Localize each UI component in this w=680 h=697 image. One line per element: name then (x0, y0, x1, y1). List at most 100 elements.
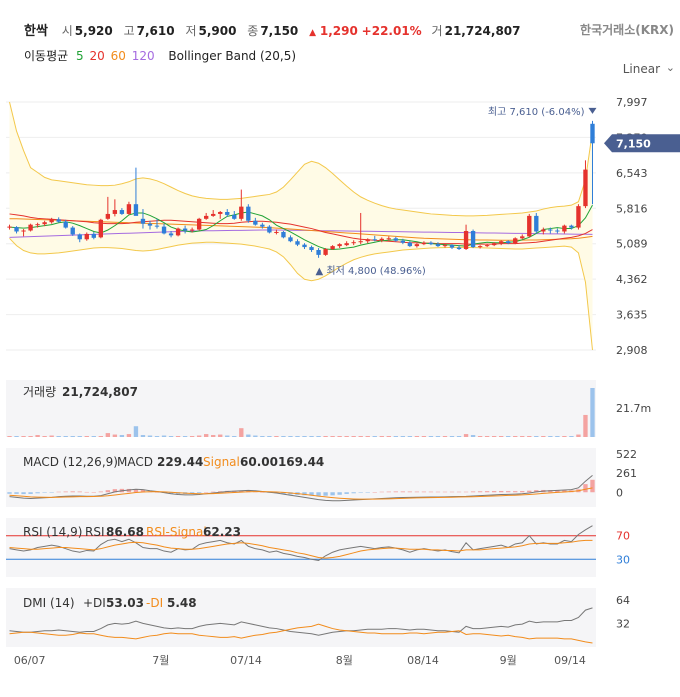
volume-bar (21, 436, 26, 437)
candle-body (590, 123, 595, 144)
macd-y-tick: 522 (616, 448, 637, 461)
macd-histogram-bar (534, 490, 539, 493)
macd-y-tick: 0 (616, 486, 623, 499)
candle-body (365, 239, 370, 242)
macd-histogram-bar (386, 491, 391, 493)
candle-body (499, 241, 504, 244)
candle-body (372, 239, 377, 241)
rsi-signal-label: RSI-Signal (146, 525, 207, 539)
volume-bar (520, 436, 525, 437)
candle-body (302, 244, 307, 248)
volume-bar (484, 436, 490, 437)
volume-bar (56, 436, 61, 437)
candle-body (281, 231, 286, 238)
candle-body (253, 220, 258, 225)
macd-signal-line (9, 487, 593, 500)
bollinger-label: Bollinger Band (20,5) (168, 49, 297, 63)
volume-bar (133, 426, 139, 437)
macd-histogram-bar (35, 492, 40, 494)
macd-y-tick: 261 (616, 467, 637, 480)
candle-body (548, 229, 553, 231)
candle-body (534, 215, 539, 232)
candle-body (56, 219, 61, 222)
dmi-title: DMI (14) (23, 596, 75, 610)
macd-histogram-bar (63, 491, 68, 493)
volume-bar (281, 436, 286, 437)
volume-bar (126, 434, 132, 437)
candle-body (21, 230, 26, 232)
macd-histogram-bar (204, 492, 209, 493)
volume-value: 21,724,807 (62, 385, 138, 399)
volume-bar (246, 434, 251, 437)
volume-bar (35, 435, 40, 437)
volume-bar (470, 435, 476, 437)
volume-bar (337, 436, 342, 437)
chevron-down-icon[interactable]: ⌄ (665, 61, 675, 74)
indicator-legend[interactable]: 이동평균 5 20 60 120 Bollinger Band (20,5) (24, 47, 300, 64)
ma20-label: 20 (89, 49, 105, 63)
macd-histogram-bar (239, 490, 244, 493)
macd-histogram-bar (372, 492, 377, 493)
macd-histogram-bar (562, 490, 567, 493)
x-tick-label: 09/14 (554, 654, 586, 667)
volume-bar (330, 436, 335, 437)
volume-bar (295, 436, 300, 437)
volume-bar (555, 436, 560, 437)
high-annotation: 최고 7,610 (-6.04%) (488, 106, 585, 118)
x-tick-label: 8월 (336, 654, 353, 667)
macd-histogram-bar (56, 491, 61, 493)
candle-body (541, 229, 546, 232)
volume-bar (562, 436, 567, 437)
macd-histogram-bar (281, 492, 286, 494)
candle-body (527, 215, 532, 237)
candle-body (175, 228, 181, 236)
macd-histogram-bar (211, 491, 216, 493)
candle-body (239, 206, 244, 219)
volume-bar (400, 436, 406, 437)
volume-bar (28, 436, 33, 437)
candle-body (414, 244, 420, 247)
volume-bar (302, 436, 307, 437)
volume-bar (140, 435, 146, 437)
macd-histogram-bar (499, 490, 504, 493)
candle-body (456, 247, 462, 250)
candle-body (407, 242, 413, 247)
candle-body (323, 249, 328, 255)
macd-histogram-bar (358, 492, 363, 493)
macd-histogram-bar (302, 492, 307, 496)
candle-body (211, 213, 216, 216)
volume-bar (42, 436, 47, 437)
low-annotation: ▲ 최저 4,800 (48.96%) (316, 265, 426, 277)
macd-histogram-bar (484, 491, 490, 493)
candle-body (91, 233, 96, 238)
rsi-title: RSI (14,9) (23, 525, 82, 539)
volume-bar (534, 436, 539, 437)
scale-select[interactable]: Linear (622, 62, 660, 76)
candle-body (569, 225, 574, 228)
volume-bar (548, 436, 553, 437)
candle-body (140, 218, 146, 224)
macd-histogram-bar (70, 491, 75, 493)
panel-background (6, 588, 596, 647)
candle-body (260, 224, 265, 227)
macd-histogram-bar (323, 492, 328, 496)
macd-line (9, 474, 593, 502)
volume-bar (435, 436, 441, 437)
ma5-label: 5 (76, 49, 84, 63)
volume-bar (204, 434, 209, 437)
macd-title: MACD (12,26,9) (23, 455, 118, 469)
volume-bar (84, 436, 89, 437)
candle-body (477, 246, 483, 248)
macd-histogram-bar (140, 489, 146, 493)
candle-body (435, 244, 441, 247)
open-value: 5,920 (74, 24, 113, 38)
candle-body (63, 221, 68, 228)
volume-bar (49, 435, 54, 437)
macd-histogram-bar (330, 492, 335, 496)
volume-bar (182, 436, 188, 437)
bollinger-lower-line (9, 237, 593, 351)
macd-histogram-bar (49, 492, 54, 493)
candle-body (49, 219, 54, 223)
close-label: 종 (247, 24, 259, 38)
